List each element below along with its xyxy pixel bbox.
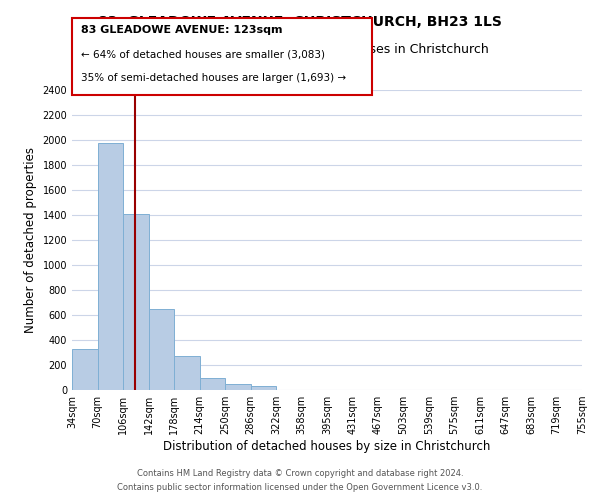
Text: 35% of semi-detached houses are larger (1,693) →: 35% of semi-detached houses are larger (…	[81, 73, 346, 83]
Bar	[199, 378, 225, 390]
Text: ← 64% of detached houses are smaller (3,083): ← 64% of detached houses are smaller (3,…	[81, 49, 325, 59]
X-axis label: Distribution of detached houses by size in Christchurch: Distribution of detached houses by size …	[163, 440, 491, 453]
Text: 83, GLEADOWE AVENUE, CHRISTCHURCH, BH23 1LS: 83, GLEADOWE AVENUE, CHRISTCHURCH, BH23 …	[98, 15, 502, 29]
Bar	[149, 308, 174, 390]
Bar	[123, 214, 149, 390]
Bar	[174, 356, 199, 390]
Text: Contains HM Land Registry data © Crown copyright and database right 2024.: Contains HM Land Registry data © Crown c…	[137, 468, 463, 477]
Bar	[72, 350, 97, 390]
Text: 83 GLEADOWE AVENUE: 123sqm: 83 GLEADOWE AVENUE: 123sqm	[81, 25, 283, 35]
Y-axis label: Number of detached properties: Number of detached properties	[24, 147, 37, 333]
Bar	[251, 386, 276, 390]
Bar	[225, 384, 251, 390]
Text: Size of property relative to detached houses in Christchurch: Size of property relative to detached ho…	[112, 42, 488, 56]
Bar	[97, 143, 123, 390]
Text: Contains public sector information licensed under the Open Government Licence v3: Contains public sector information licen…	[118, 484, 482, 492]
